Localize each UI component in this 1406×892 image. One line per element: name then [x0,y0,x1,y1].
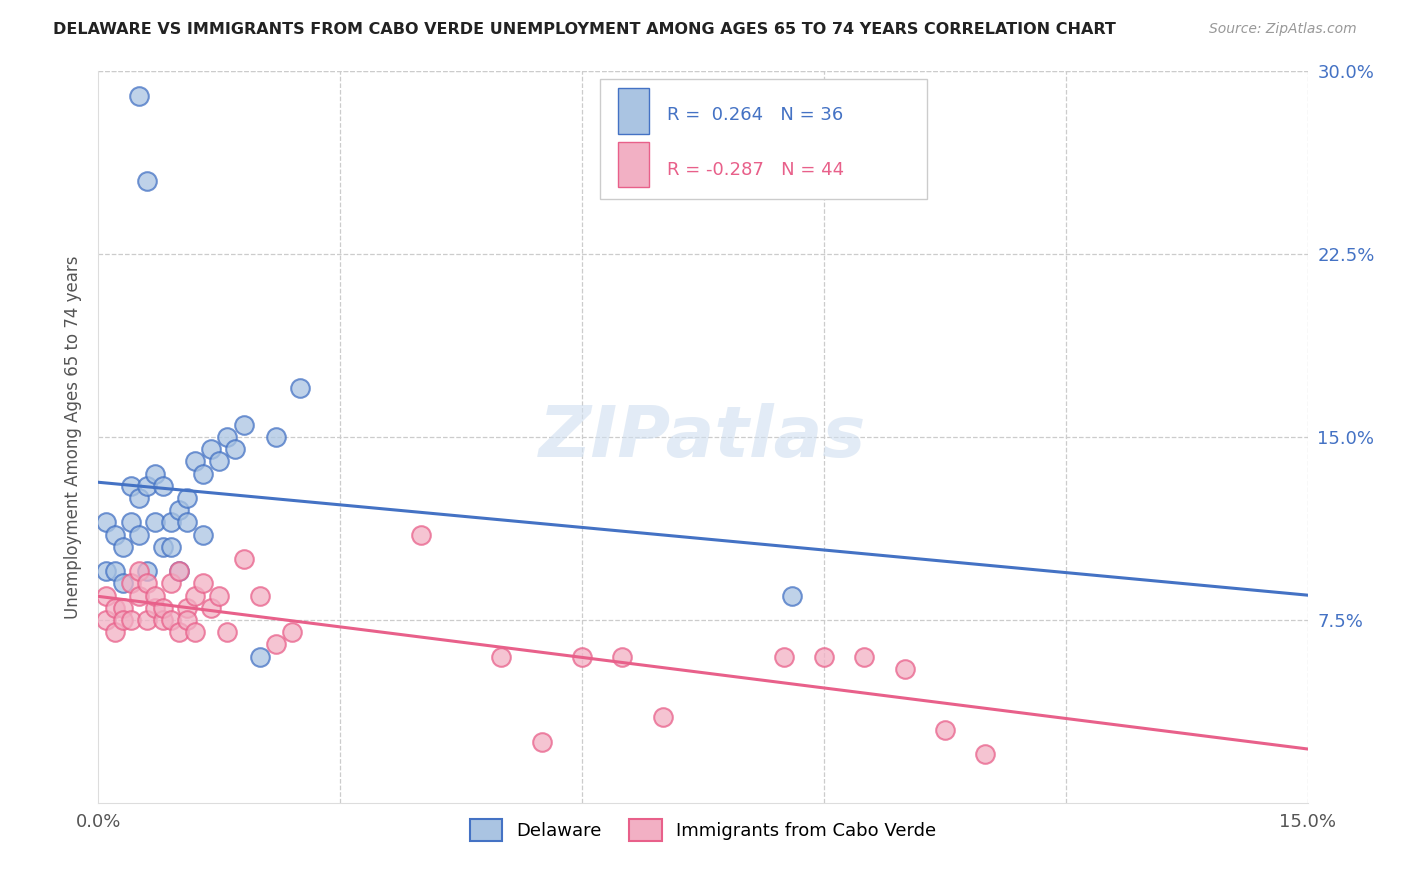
Point [184,454,207,468]
Point [167,564,190,578]
Y-axis label: Unemployment Among Ages 65 to 74 years: Unemployment Among Ages 65 to 74 years [63,255,82,619]
Point [111,600,134,615]
Point [96,613,118,627]
Point [208,454,231,468]
Point [152,600,174,615]
FancyBboxPatch shape [619,142,648,187]
Point [612,649,634,664]
Point [200,600,222,615]
Point [152,540,174,554]
Point [772,649,794,664]
Point [184,589,207,603]
Point [111,613,134,627]
Point [813,649,835,664]
Point [176,600,198,615]
Legend: Delaware, Immigrants from Cabo Verde: Delaware, Immigrants from Cabo Verde [463,812,943,848]
Point [893,662,915,676]
Point [184,625,207,640]
Point [934,723,956,737]
Point [160,540,183,554]
Point [167,625,190,640]
Point [167,503,190,517]
Point [249,649,271,664]
Point [152,479,174,493]
Point [143,589,166,603]
Point [409,527,432,541]
Point [264,430,287,444]
Point [176,516,198,530]
Point [193,467,215,481]
Point [200,442,222,457]
FancyBboxPatch shape [600,78,927,200]
Point [651,710,673,724]
Point [281,625,304,640]
Point [176,491,198,505]
Point [167,564,190,578]
Point [232,552,254,566]
Point [135,479,157,493]
Point [103,564,125,578]
Point [96,516,118,530]
Point [111,540,134,554]
Point [193,576,215,591]
Point [571,649,593,664]
Point [128,589,150,603]
Text: R = -0.287   N = 44: R = -0.287 N = 44 [666,161,844,178]
Point [288,381,311,395]
Point [224,442,246,457]
Point [853,649,876,664]
Point [120,516,142,530]
Point [111,576,134,591]
Point [135,576,157,591]
Point [193,527,215,541]
Point [96,564,118,578]
Point [530,735,553,749]
Point [103,625,125,640]
Point [160,613,183,627]
Point [96,589,118,603]
Point [103,600,125,615]
Text: DELAWARE VS IMMIGRANTS FROM CABO VERDE UNEMPLOYMENT AMONG AGES 65 TO 74 YEARS CO: DELAWARE VS IMMIGRANTS FROM CABO VERDE U… [53,22,1116,37]
Point [143,467,166,481]
Point [143,516,166,530]
Point [217,625,239,640]
Point [208,589,231,603]
FancyBboxPatch shape [619,88,648,134]
Point [176,613,198,627]
Point [120,613,142,627]
Point [217,430,239,444]
Point [491,649,513,664]
Point [128,491,150,505]
Point [232,417,254,432]
Point [974,747,997,761]
Point [160,516,183,530]
Point [128,564,150,578]
Point [143,600,166,615]
Point [264,637,287,651]
Point [103,527,125,541]
Point [152,613,174,627]
Point [780,589,803,603]
Text: ZIPatlas: ZIPatlas [540,402,866,472]
Point [120,576,142,591]
Point [135,564,157,578]
Point [128,527,150,541]
Point [160,576,183,591]
Text: R =  0.264   N = 36: R = 0.264 N = 36 [666,106,844,125]
Point [128,88,150,103]
Point [120,479,142,493]
Text: Source: ZipAtlas.com: Source: ZipAtlas.com [1209,22,1357,37]
Point [135,174,157,188]
Point [135,613,157,627]
Point [249,589,271,603]
